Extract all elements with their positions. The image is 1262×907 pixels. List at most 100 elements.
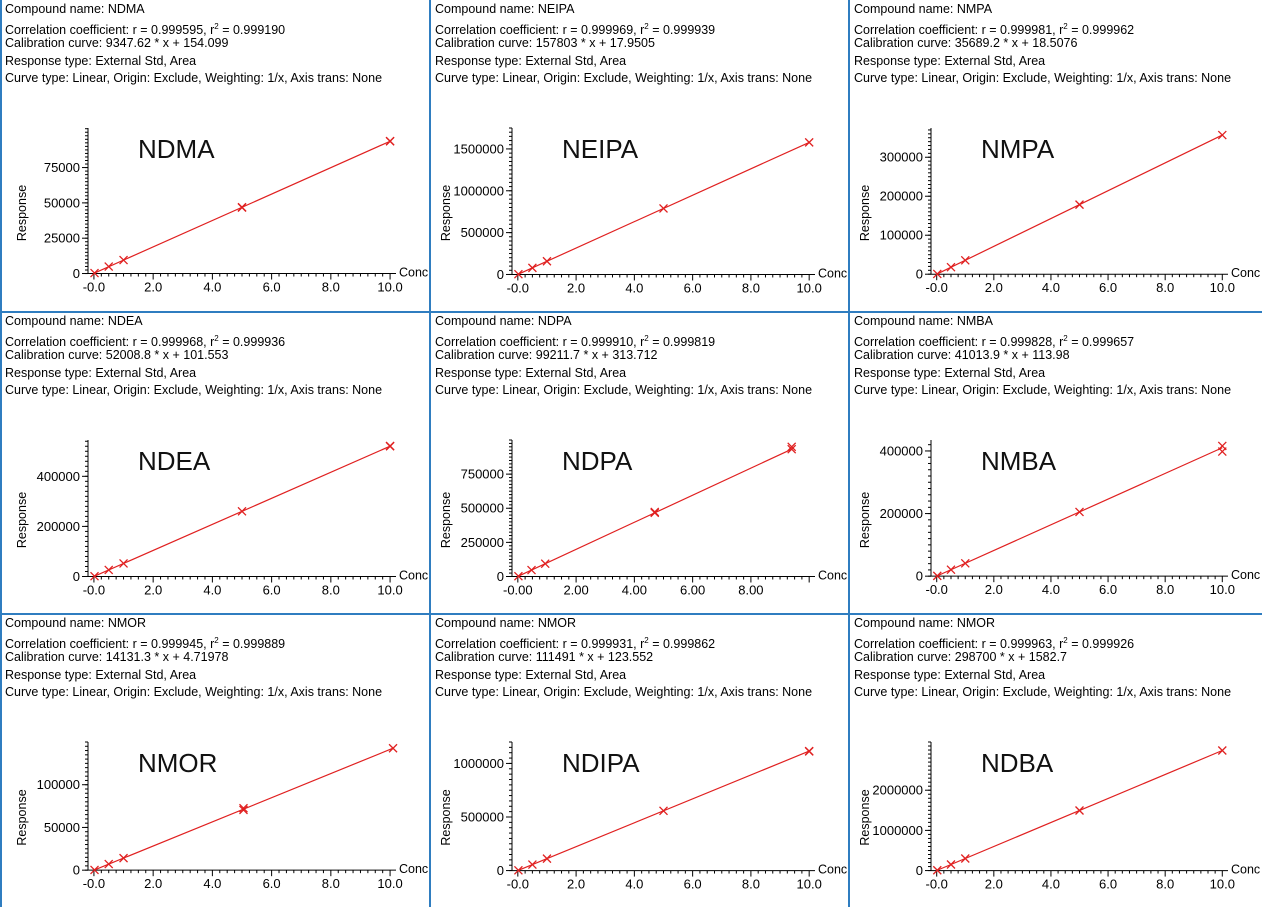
calibration-panel-nmpa: Compound name: NMPA Correlation coefficie… xyxy=(849,0,1262,312)
x-tick-label: 8.0 xyxy=(1156,582,1174,597)
compound-name-label: Compound name: xyxy=(854,2,957,16)
data-point xyxy=(946,565,956,575)
data-point xyxy=(527,263,537,273)
x-axis-label: Conc xyxy=(1231,266,1260,280)
data-point xyxy=(787,444,797,454)
r2-superscript: 2 xyxy=(214,22,219,32)
panel-border-left xyxy=(0,0,2,907)
r2-value: 0.999889 xyxy=(232,637,286,652)
r2-label: , r xyxy=(203,23,215,38)
data-point xyxy=(1075,507,1084,517)
data-point xyxy=(513,865,523,875)
data-point xyxy=(787,442,797,452)
correlation-label: Correlation coefficient: r = xyxy=(435,335,582,350)
x-tick-label: 4.0 xyxy=(1042,280,1060,295)
response-type-value: External Std, Area xyxy=(525,667,627,682)
compound-name-label: Compound name: xyxy=(435,314,538,328)
calibration-info: Compound name: NDEA Correlation coefficie… xyxy=(5,313,382,399)
curve-type-line: Curve type: Linear, Origin: Exclude, Wei… xyxy=(5,382,383,397)
compound-name-line: Compound name: NMOR xyxy=(854,615,1231,632)
compound-name-label: Compound name: xyxy=(854,616,957,630)
compound-name-label: Compound name: xyxy=(5,314,108,328)
correlation-line: Correlation coefficient: r = 0.999963, r… xyxy=(854,632,1231,652)
calibration-plot: -0.0 2.0 4.0 6.0 8.0 10.0 0 50000 100000 Conc Resp… xyxy=(15,741,428,891)
r2-equals: = xyxy=(648,23,663,38)
response-type-value: External Std, Area xyxy=(525,53,627,68)
data-point xyxy=(1075,200,1084,210)
compound-name-label: Compound name: xyxy=(5,616,108,630)
r2-equals: = xyxy=(1067,637,1082,652)
curve-type-line: Curve type: Linear, Origin: Exclude, Wei… xyxy=(435,70,813,85)
r2-value: 0.999939 xyxy=(662,23,716,38)
calibration-panel-ndea: Compound name: NDEA Correlation coefficie… xyxy=(0,312,430,614)
data-point xyxy=(513,269,523,279)
chart-title: NMPA xyxy=(981,134,1055,164)
x-tick-label: 8.0 xyxy=(322,280,340,295)
correlation-label: Correlation coefficient: r = xyxy=(5,637,152,652)
data-point xyxy=(104,565,114,575)
r-value: 0.999963 xyxy=(1000,637,1053,652)
response-type-line: Response type: External Std, Area xyxy=(5,53,382,70)
x-tick-label: 4.0 xyxy=(203,280,221,295)
calibration-panel-ndpa: Compound name: NDPA Correlation coefficie… xyxy=(430,312,849,614)
compound-name-line: Compound name: NMPA xyxy=(854,1,1231,18)
calibration-panel-neipa: Compound name: NEIPA Correlation coeffici… xyxy=(430,0,849,312)
y-tick-label: 0 xyxy=(916,863,923,878)
calibration-info: Compound name: NMBA Correlation coefficie… xyxy=(854,313,1231,399)
y-tick-label: 1000000 xyxy=(872,823,923,838)
data-point xyxy=(932,865,942,875)
r2-superscript: 2 xyxy=(1063,334,1068,344)
calibration-curve-value: 35689.2 * x + 18.5076 xyxy=(954,36,1078,51)
response-type-value: External Std, Area xyxy=(944,365,1046,380)
r2-superscript: 2 xyxy=(644,636,649,646)
y-tick-label: 1000000 xyxy=(453,756,504,771)
y-axis-label: Response xyxy=(439,789,453,845)
y-axis-label: Response xyxy=(15,185,29,241)
calibration-plot: -0.0 2.0 4.0 6.0 8.0 10.0 0 200000 400000 Conc Res… xyxy=(858,440,1260,597)
x-axis-label: Conc xyxy=(818,568,847,582)
data-point xyxy=(119,853,128,863)
response-type-label: Response type: xyxy=(5,667,96,682)
r2-label: , r xyxy=(633,335,645,350)
y-tick-label: 200000 xyxy=(880,506,923,521)
y-tick-label: 400000 xyxy=(37,469,80,484)
data-point xyxy=(237,203,247,213)
correlation-line: Correlation coefficient: r = 0.999931, r… xyxy=(435,632,812,652)
x-tick-label: 10.0 xyxy=(377,876,402,891)
y-tick-label: 0 xyxy=(73,266,80,281)
calibration-curve-line: Calibration curve: 9347.62 * x + 154.099 xyxy=(5,35,382,52)
calibration-curve-label: Calibration curve: xyxy=(854,36,955,51)
compound-name-line: Compound name: NMOR xyxy=(5,615,382,632)
chart-title: NMOR xyxy=(138,748,217,778)
response-type-label: Response type: xyxy=(5,53,96,68)
calibration-info: Compound name: NMPA Correlation coefficie… xyxy=(854,1,1231,87)
x-tick-label: 10.0 xyxy=(1210,280,1235,295)
y-axis-label: Response xyxy=(439,492,453,548)
x-tick-label: 10.0 xyxy=(377,280,402,295)
x-tick-label: -0.0 xyxy=(83,582,105,597)
r2-equals: = xyxy=(648,637,663,652)
r2-value: 0.999819 xyxy=(662,335,716,350)
calibration-curve-value: 9347.62 * x + 154.099 xyxy=(105,36,229,51)
compound-name-value: NEIPA xyxy=(537,2,575,16)
curve-type-line: Curve type: Linear, Origin: Exclude, Wei… xyxy=(5,684,383,699)
r2-superscript: 2 xyxy=(644,334,649,344)
compound-name-value: NDEA xyxy=(107,314,143,328)
data-point xyxy=(932,269,942,279)
x-tick-label: 2.0 xyxy=(985,877,1003,892)
compound-name-line: Compound name: NDPA xyxy=(435,313,812,330)
r2-value: 0.999962 xyxy=(1081,23,1135,38)
r2-label: , r xyxy=(1052,637,1064,652)
data-point xyxy=(659,806,668,816)
r2-label: , r xyxy=(203,335,215,350)
y-tick-label: 100000 xyxy=(880,228,923,243)
r2-value: 0.999936 xyxy=(232,335,286,350)
chart-title: NDMA xyxy=(138,134,215,164)
r-value: 0.999828 xyxy=(1000,335,1053,350)
calibration-curve-value: 41013.9 * x + 113.98 xyxy=(954,348,1070,363)
data-point xyxy=(237,506,247,516)
calibration-curve-value: 298700 * x + 1582.7 xyxy=(954,650,1067,665)
data-point xyxy=(946,860,956,869)
y-tick-label: 75000 xyxy=(44,160,80,175)
r2-superscript: 2 xyxy=(214,636,219,646)
